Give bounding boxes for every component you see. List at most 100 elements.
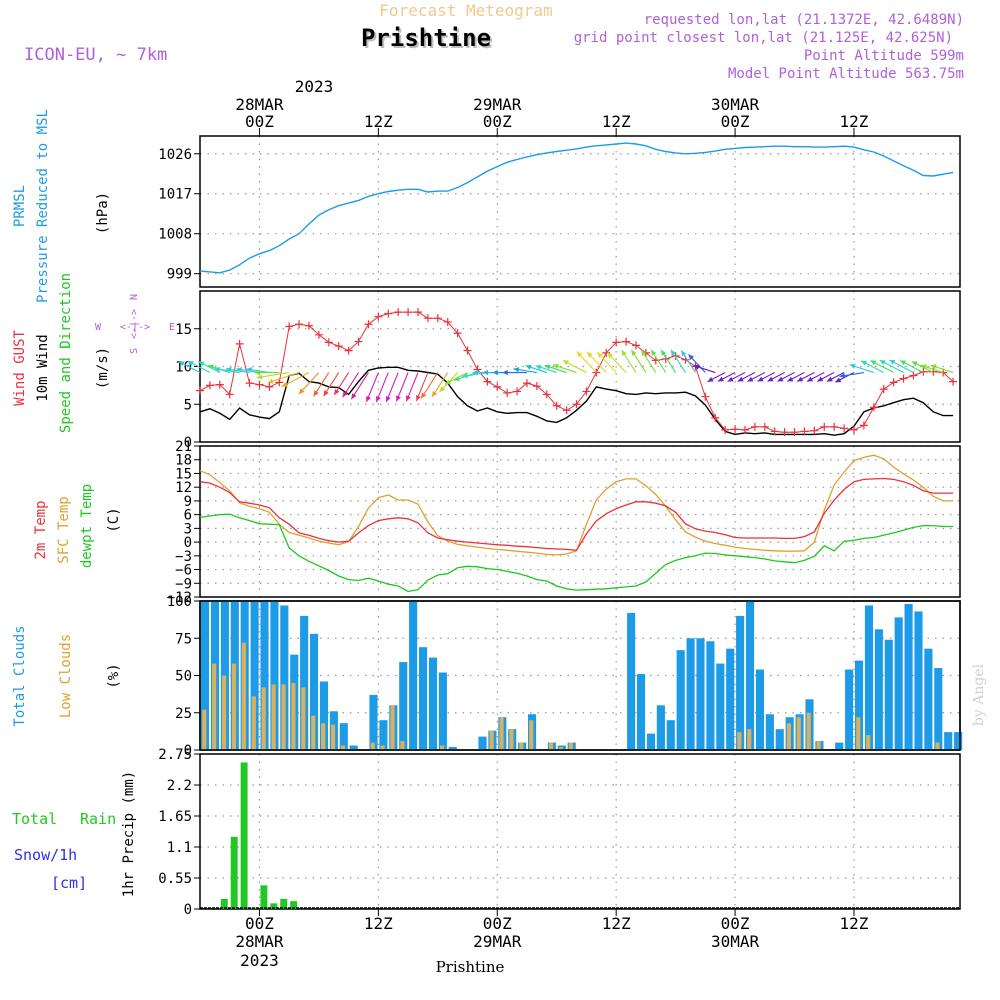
gust-marker-55 xyxy=(740,425,749,434)
gust-marker-37 xyxy=(562,406,571,415)
gust-marker-52 xyxy=(711,413,720,422)
low-cloud-bar-8 xyxy=(281,684,286,750)
wind-arrow-10 xyxy=(267,372,300,384)
total-cloud-bar-43 xyxy=(627,612,636,750)
gust-marker-25 xyxy=(443,317,452,326)
wind-arrow-14 xyxy=(323,372,340,397)
gust-marker-6 xyxy=(255,380,264,389)
low-cloud-bar-1 xyxy=(212,663,217,750)
wind-arrow-head-68 xyxy=(849,363,856,369)
wind-arrow-68 xyxy=(849,363,874,374)
wind-arrow-head-65 xyxy=(826,376,833,382)
ytick-label-p1-1: 5 xyxy=(184,397,192,413)
wind-arrow-head-34 xyxy=(513,367,520,373)
wind-arrow-17 xyxy=(350,372,369,400)
wind-arrow-head-3 xyxy=(208,364,214,370)
ytick-label-p0-2: 1017 xyxy=(158,187,192,203)
low-cloud-bar-19 xyxy=(390,705,395,750)
total-cloud-bar-68 xyxy=(874,629,883,750)
ytick-label-p2-2: −6 xyxy=(175,563,192,579)
ytick-label-p0-0: 999 xyxy=(167,267,192,283)
total-cloud-bar-73 xyxy=(924,648,933,750)
low-cloud-bar-59 xyxy=(786,723,791,750)
low-cloud-bar-31 xyxy=(509,729,514,750)
top-xtick-label-2: 00Z xyxy=(483,112,512,131)
gust-marker-4 xyxy=(235,339,244,348)
panel-frame-1 xyxy=(199,290,961,443)
total-cloud-bar-28 xyxy=(478,736,487,750)
low-clouds-label: Low Clouds xyxy=(58,634,74,718)
wind-arrow-head-7 xyxy=(246,367,253,373)
wind-arrow-56 xyxy=(737,372,756,382)
compass-n: N xyxy=(129,294,140,300)
low-cloud-bar-2 xyxy=(222,675,227,750)
snow-unit-label: [cm] xyxy=(51,874,87,892)
top-xtick-label-1: 12Z xyxy=(364,112,393,131)
gust-marker-22 xyxy=(413,308,422,317)
wind-arrow-20 xyxy=(385,372,399,403)
wind-arrow-head-55 xyxy=(727,376,734,382)
total-cloud-bar-53 xyxy=(726,648,735,750)
total-cloud-bar-11 xyxy=(309,633,319,750)
ytick-label-p4-3: 1.65 xyxy=(158,809,192,825)
wind-arrow-head-30 xyxy=(472,369,478,376)
top-xtick-label-0: 00Z xyxy=(245,112,274,131)
wind-arrow-head-73 xyxy=(900,360,907,366)
total-cloud-bar-20 xyxy=(399,662,408,750)
compass-s: S xyxy=(129,348,140,354)
wind-arrow-head-16 xyxy=(342,391,348,398)
wind-arrow-head-51 xyxy=(688,354,695,361)
gust-marker-71 xyxy=(899,374,908,383)
total-cloud-bar-50 xyxy=(696,638,705,750)
wind-arrow-head-58 xyxy=(757,376,764,382)
bottom-year: 2023 xyxy=(240,951,279,970)
wind-arrow-61 xyxy=(787,372,805,382)
wind-arrow-24 xyxy=(420,372,439,399)
ytick-label-p4-4: 2.2 xyxy=(167,778,192,794)
low-cloud-bar-61 xyxy=(806,712,811,750)
wind-arrow-head-27 xyxy=(444,379,451,385)
wind-arrow-head-49 xyxy=(670,349,677,356)
total-cloud-bar-71 xyxy=(904,603,913,750)
wind-arrow-head-54 xyxy=(718,376,725,382)
total-cloud-bar-72 xyxy=(914,611,923,750)
wind-arrow-head-31 xyxy=(482,369,489,376)
wind-arrow-head-19 xyxy=(375,396,381,402)
low-cloud-bar-35 xyxy=(548,742,554,750)
wind-arrow-head-33 xyxy=(502,369,508,376)
ytick-label-p1-0: 0 xyxy=(184,435,192,451)
gust-marker-73 xyxy=(919,367,928,376)
wind-arrow-53 xyxy=(707,372,726,383)
total-cloud-bar-6 xyxy=(260,601,269,750)
total-cloud-bar-24 xyxy=(438,672,447,750)
top-year: 2023 xyxy=(295,77,334,96)
precip-labels: Total Rain Snow/1h [cm] 1hr Precip (mm) xyxy=(12,771,137,897)
gust-marker-59 xyxy=(780,428,789,437)
dewpt-series-line xyxy=(199,513,954,593)
gust-marker-42 xyxy=(612,338,621,347)
wind-arrow-head-75 xyxy=(920,364,927,370)
wind-arrow-47 xyxy=(650,349,667,373)
wind-arrow-head-43 xyxy=(607,352,614,359)
wind-arrow-46 xyxy=(640,349,657,373)
wind-arrow-head-44 xyxy=(621,350,627,357)
gust-marker-68 xyxy=(869,403,878,412)
ytick-label-p3-0: 0 xyxy=(184,743,192,759)
rain-bar-9 xyxy=(290,901,298,909)
total-cloud-bar-74 xyxy=(934,668,943,750)
ytick-label-p2-5: 3 xyxy=(184,521,192,537)
wind-arrow-head-70 xyxy=(870,360,877,366)
gust-marker-51 xyxy=(701,392,710,401)
total-cloud-bar-15 xyxy=(349,745,358,750)
gust-marker-38 xyxy=(572,400,581,409)
total-cloud-bar-14 xyxy=(339,723,348,750)
low-cloud-bar-5 xyxy=(251,696,256,750)
low-cloud-bar-60 xyxy=(796,717,801,750)
low-cloud-bar-4 xyxy=(241,642,246,750)
gust-marker-2 xyxy=(215,380,224,389)
wind-arrow-51 xyxy=(688,354,706,373)
wind-arrow-23 xyxy=(415,372,429,402)
cloud-labels: Total Clouds Low Clouds (%) xyxy=(12,625,122,726)
gust-marker-31 xyxy=(503,388,512,397)
